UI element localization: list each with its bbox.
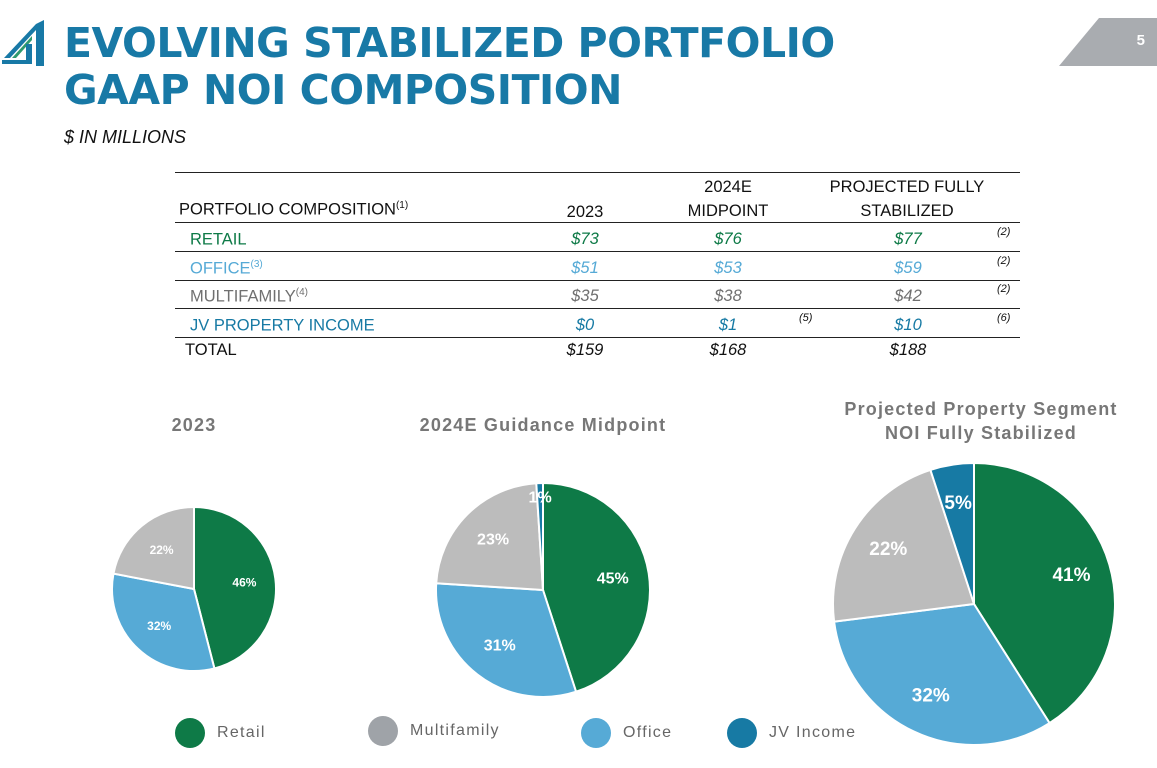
table-note-office-proj: (2) [997, 255, 1011, 267]
table-row-multifamily-label: MULTIFAMILY(4) [190, 287, 308, 307]
pie-slice-retail [542, 481, 651, 694]
table-row-retail-label: RETAIL [190, 230, 247, 250]
table-header-2023: 2023 [566, 203, 604, 221]
legend-item-jv-income: JV Income [727, 718, 856, 748]
chart-title-projected: Projected Property Segment NOI Fully Sta… [820, 397, 1142, 445]
table-cell-jv-2023: $0 [575, 316, 595, 334]
title-line-1: EVOLVING STABILIZED PORTFOLIO [64, 19, 835, 67]
legend-swatch-office [581, 718, 611, 748]
chart-title-2024: 2024E Guidance Midpoint [419, 415, 667, 435]
pie-slice-multifamily [832, 468, 976, 623]
table-rule-top [175, 172, 1020, 173]
pie-slice-multifamily [435, 482, 545, 592]
table-cell-jv-2024: $1 [718, 316, 738, 334]
legend-item-retail: Retail [175, 718, 266, 748]
company-logo-icon [2, 20, 44, 66]
table-cell-retail-2024: $76 [714, 230, 742, 248]
table-cell-multifamily-2023: $35 [571, 287, 599, 305]
table-note-jv-proj: (6) [997, 312, 1011, 324]
pie-label-office: 32% [147, 619, 171, 633]
title-line-2: GAAP NOI COMPOSITION [64, 66, 622, 114]
legend-label-multifamily: Multifamily [410, 722, 500, 739]
table-row-jv-label: JV PROPERTY INCOME [190, 316, 375, 336]
chart-title-2023: 2023 [171, 415, 217, 435]
table-cell-office-proj: $59 [894, 259, 922, 277]
header-proj-line1: PROJECTED FULLY [829, 178, 985, 196]
legend-label-retail: Retail [217, 724, 266, 741]
pie-label-retail: 45% [597, 570, 629, 587]
table-rule [175, 280, 1020, 281]
table-note-retail-proj: (2) [997, 226, 1011, 238]
pie-label-multifamily: 22% [869, 539, 907, 560]
pie-chart-projected-stabilized: 41% 32% 22% 5% [832, 461, 1116, 746]
pie-label-office: 31% [484, 637, 516, 654]
table-cell-retail-proj: $77 [894, 230, 922, 248]
page-title: EVOLVING STABILIZED PORTFOLIO GAAP NOI C… [64, 20, 835, 114]
table-header-projected: PROJECTED FULLY STABILIZED [812, 175, 1002, 223]
chart-legend: Retail Multifamily Office JV Income [0, 716, 1157, 752]
pie-label-office: 32% [912, 685, 950, 706]
header-label-note: (1) [395, 200, 409, 211]
pie-label-multifamily: 22% [150, 543, 174, 557]
page-number: 5 [1136, 32, 1145, 49]
pie-slice-office [435, 582, 578, 698]
table-note-multifamily-proj: (2) [997, 283, 1011, 295]
table-total-2023: $159 [566, 341, 604, 359]
pie-slice-multifamily [112, 505, 195, 591]
table-rule-header [175, 222, 1020, 223]
pie-label-retail: 41% [1052, 565, 1090, 586]
pie-label-jv-income: 1% [529, 490, 552, 507]
row-label-text: JV PROPERTY INCOME [190, 316, 375, 335]
table-cell-office-2024: $53 [714, 259, 742, 277]
header-label-text: PORTFOLIO COMPOSITION [179, 200, 396, 219]
pie-slice-retail [193, 505, 277, 670]
header-2024-line1: 2024E [704, 178, 752, 196]
row-label-text: MULTIFAMILY [190, 287, 296, 306]
table-cell-multifamily-proj: $42 [894, 287, 922, 305]
pie-slice-office [111, 572, 216, 672]
table-total-2024: $168 [709, 341, 747, 359]
table-rule [175, 251, 1020, 252]
chart-title-projected-line1: Projected Property Segment [844, 399, 1118, 419]
row-label-note: (3) [250, 259, 263, 270]
pie-chart-2024-midpoint: 45% 31% 23% 1% [435, 481, 651, 698]
table-cell-jv-proj: $10 [894, 316, 922, 334]
table-total-proj: $188 [889, 341, 927, 359]
table-rule [175, 337, 1020, 338]
row-label-text: RETAIL [190, 230, 247, 249]
table-total-label: TOTAL [185, 341, 237, 359]
legend-swatch-jv-income [727, 718, 757, 748]
legend-swatch-multifamily [368, 716, 398, 746]
page-number-tab [1059, 18, 1157, 66]
pie-chart-2023: 46% 32% 22% [111, 505, 277, 672]
chart-title-projected-line2: NOI Fully Stabilized [884, 423, 1078, 443]
row-label-note: (4) [295, 287, 308, 298]
table-cell-multifamily-2024: $38 [714, 287, 742, 305]
header-2024-line2: MIDPOINT [687, 202, 769, 220]
legend-label-office: Office [623, 724, 673, 741]
table-row-office-label: OFFICE(3) [190, 259, 263, 279]
page-subtitle: $ IN MILLIONS [64, 127, 187, 147]
legend-swatch-retail [175, 718, 205, 748]
legend-item-multifamily: Multifamily [368, 716, 500, 746]
pie-label-multifamily: 23% [477, 532, 509, 549]
pie-slice-jv-income [929, 461, 975, 605]
table-header-label: PORTFOLIO COMPOSITION(1) [179, 200, 408, 220]
row-label-text: OFFICE [190, 259, 251, 278]
table-cell-office-2023: $51 [571, 259, 599, 277]
legend-item-office: Office [581, 718, 672, 748]
pie-slice-jv-income [535, 481, 544, 591]
pie-slice-office [832, 602, 1051, 746]
table-note-jv-2024: (5) [799, 312, 813, 324]
legend-label-jv-income: JV Income [769, 724, 857, 741]
table-rule [175, 308, 1020, 309]
pie-label-jv-income: 5% [944, 493, 972, 514]
table-cell-retail-2023: $73 [571, 230, 599, 248]
table-header-2024-midpoint: 2024E MIDPOINT [678, 175, 778, 223]
header-proj-line2: STABILIZED [860, 202, 954, 220]
pie-label-retail: 46% [232, 576, 256, 590]
